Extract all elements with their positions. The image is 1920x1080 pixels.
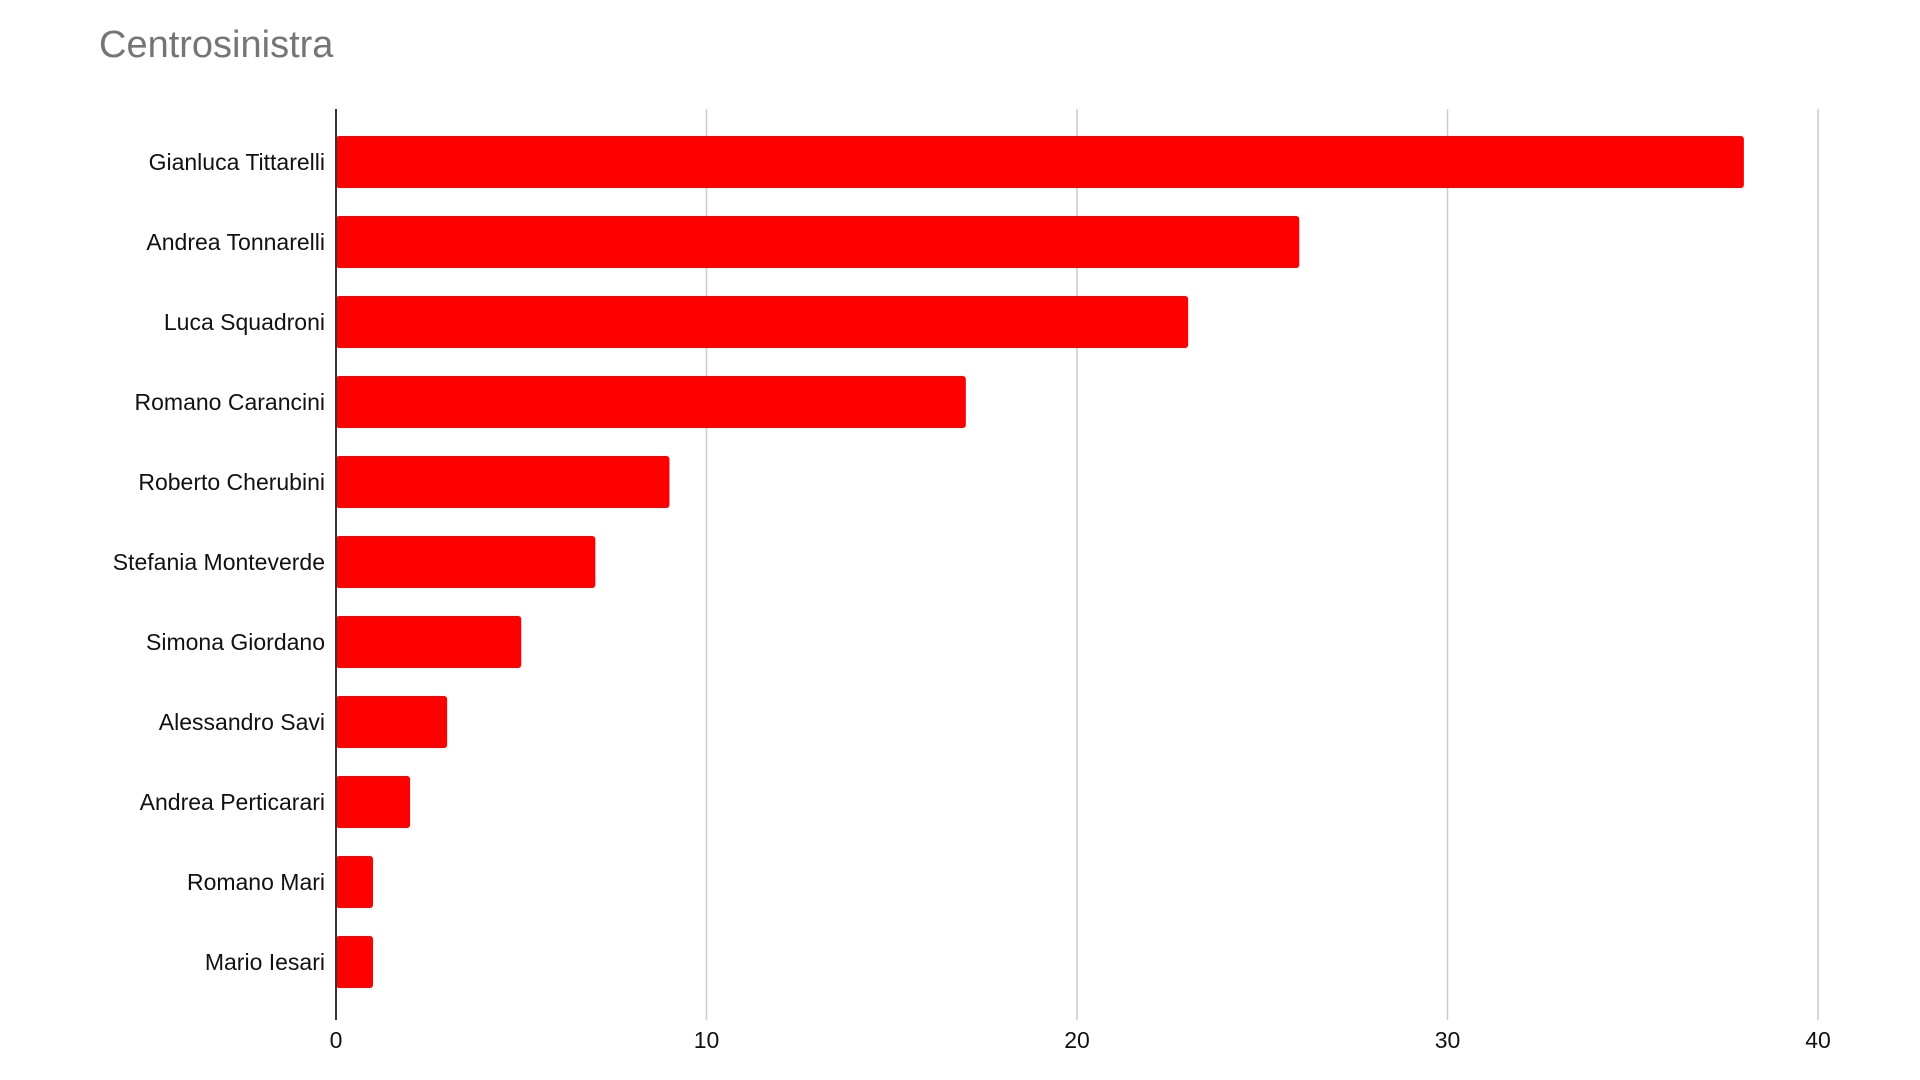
category-label: Simona Giordano (146, 629, 325, 655)
bar-4 (336, 456, 670, 508)
category-label: Romano Carancini (135, 389, 325, 415)
bar-5 (336, 536, 596, 588)
bar-9 (336, 856, 374, 908)
bar-6 (336, 616, 522, 668)
category-label: Romano Mari (187, 869, 325, 895)
x-tick-label: 40 (1805, 1027, 1831, 1053)
bars (336, 136, 1744, 988)
x-tick-label: 20 (1064, 1027, 1090, 1053)
x-tick-label: 30 (1435, 1027, 1461, 1053)
category-label: Luca Squadroni (164, 309, 325, 335)
bar-3 (336, 376, 966, 428)
category-label: Alessandro Savi (159, 709, 325, 735)
bar-0 (336, 136, 1744, 188)
bar-7 (336, 696, 448, 748)
chart-title: Centrosinistra (99, 24, 334, 66)
category-label: Andrea Tonnarelli (146, 229, 325, 255)
category-label: Gianluca Tittarelli (149, 149, 325, 175)
bar-1 (336, 216, 1300, 268)
x-tick-label: 10 (694, 1027, 720, 1053)
bar-2 (336, 296, 1189, 348)
x-tick-label: 0 (330, 1027, 343, 1053)
tick-labels: 0 10 20 30 40 (330, 1027, 1831, 1053)
category-label: Mario Iesari (205, 949, 325, 975)
bar-10 (336, 936, 374, 988)
category-label: Stefania Monteverde (113, 549, 325, 575)
category-label: Roberto Cherubini (138, 469, 325, 495)
bar-8 (336, 776, 411, 828)
category-label: Andrea Perticarari (140, 789, 325, 815)
category-labels: Gianluca Tittarelli Andrea Tonnarelli Luca… (113, 149, 325, 975)
